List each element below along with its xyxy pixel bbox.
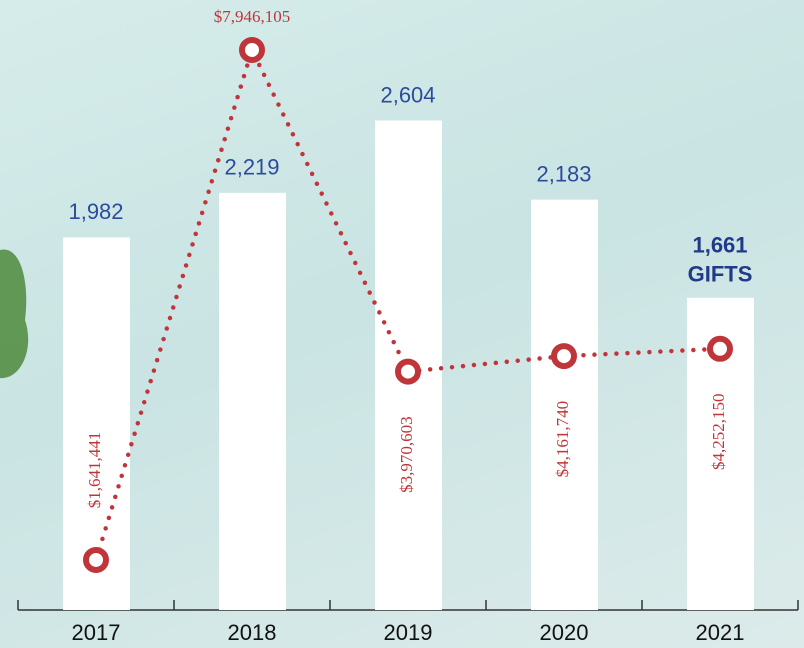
x-tick-label: 2021: [696, 620, 745, 645]
x-tick-label: 2019: [384, 620, 433, 645]
bar-value-label: 1,982: [68, 199, 123, 224]
bar-value-label: 1,661: [692, 233, 747, 258]
line-marker: [395, 358, 421, 385]
x-tick-label: 2017: [72, 620, 121, 645]
line-marker: [707, 335, 733, 362]
line-marker: [83, 546, 109, 573]
bar: [531, 199, 598, 611]
bar-value-label: 2,219: [224, 155, 279, 180]
annotation: GIFTS: [688, 262, 753, 287]
leaf-decoration: [0, 249, 29, 379]
bar: [219, 192, 286, 611]
line-marker: [239, 36, 265, 63]
line-marker: [551, 343, 577, 370]
line-value-label: $4,161,740: [553, 401, 572, 478]
line-value-label: $3,970,603: [397, 416, 416, 493]
bar-value-label: 2,183: [536, 161, 591, 186]
line-value-label: $4,252,150: [709, 394, 728, 471]
x-tick-label: 2020: [540, 620, 589, 645]
line-value-label: $7,946,105: [214, 7, 291, 26]
bar-value-label: 2,604: [380, 82, 435, 107]
x-tick-label: 2018: [228, 620, 277, 645]
line-value-label: $1,641,441: [85, 432, 104, 509]
